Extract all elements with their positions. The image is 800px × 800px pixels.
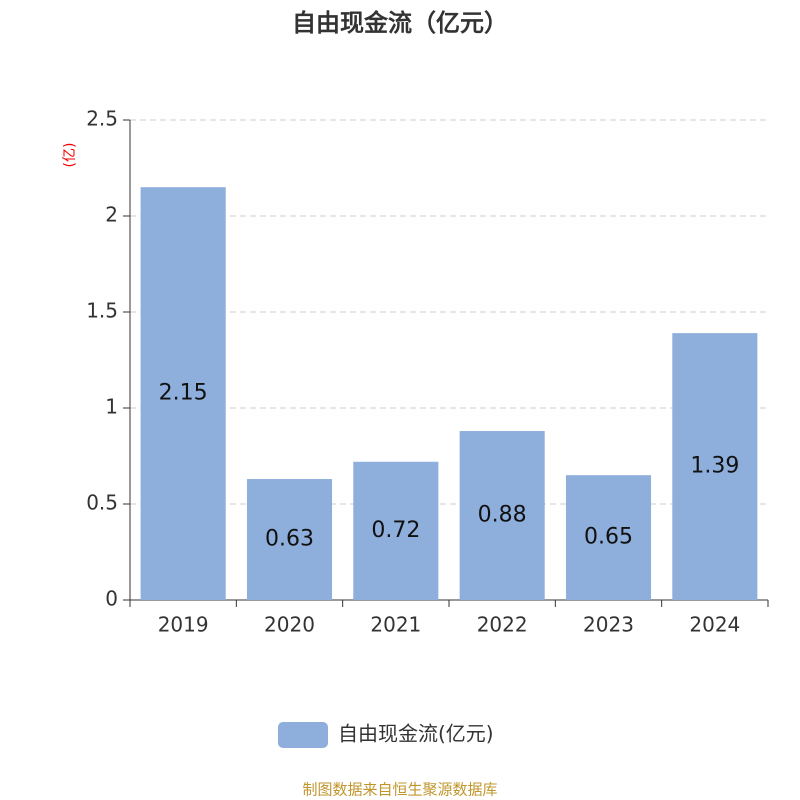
x-tick-label: 2021 [370,613,421,637]
bar [140,187,226,600]
legend-label: 自由现金流(亿元) [338,722,494,746]
x-tick-label: 2019 [158,613,209,637]
y-axis-label: (亿) [62,143,78,168]
y-tick-label: 1 [105,395,118,419]
y-tick-label: 2 [105,203,118,227]
bar [459,431,545,600]
value-label: 0.88 [478,503,527,528]
value-label: 2.15 [159,381,208,406]
x-tick-label: 2023 [583,613,634,637]
x-tick-label: 2020 [264,613,315,637]
chart-title: 自由现金流（亿元） [292,9,508,37]
x-tick-label: 2022 [477,613,528,637]
value-label: 1.39 [690,454,739,479]
value-label: 0.63 [265,527,314,552]
y-tick-label: 0 [105,587,118,611]
value-label: 0.65 [584,525,633,550]
y-tick-label: 0.5 [86,491,118,515]
bar [565,475,652,600]
legend-swatch [278,722,328,748]
value-label: 0.72 [371,518,420,543]
y-tick-label: 1.5 [86,299,118,323]
source-note: 制图数据来自恒生聚源数据库 [302,781,497,799]
y-tick-label: 2.5 [86,107,118,131]
bar [353,461,439,600]
bar [246,479,333,600]
bar [672,333,758,600]
x-tick-label: 2024 [689,613,740,637]
